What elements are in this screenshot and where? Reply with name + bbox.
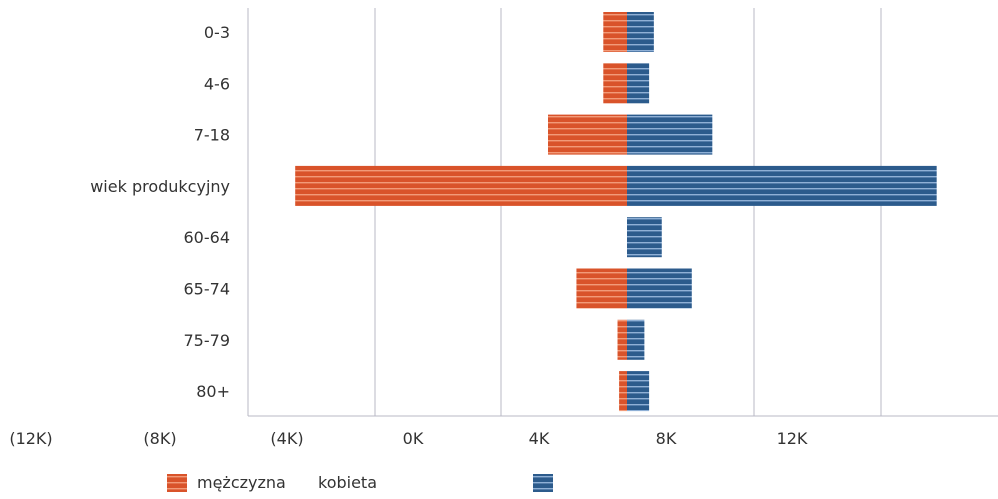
category-label-80: 80+ [196, 382, 230, 401]
bar-m-czyzna-wiek-produkcyjny [295, 165, 627, 206]
bar-kobieta-wiek-produkcyjny [627, 165, 937, 206]
bar-kobieta-75-79 [627, 319, 645, 360]
tick-label: 8K [656, 429, 677, 448]
tick-label: (12K) [9, 429, 52, 448]
x-axis-tick-labels: (12K) (8K) (4K) 0K 4K 8K 12K [9, 429, 808, 448]
tick-label: 12K [777, 429, 808, 448]
tick-label: (8K) [143, 429, 176, 448]
category-label-60-64: 60-64 [184, 228, 231, 247]
category-label-0-3: 0-3 [204, 23, 230, 42]
legend-swatch-mezczyzna [167, 474, 187, 492]
bar-m-czyzna-4-6 [603, 63, 627, 104]
bar-m-czyzna-75-79 [617, 319, 627, 360]
category-label-65-74: 65-74 [184, 280, 231, 299]
bars [295, 12, 937, 412]
bar-kobieta-0-3 [627, 12, 654, 52]
bar-m-czyzna-7-18 [548, 114, 627, 155]
gridlines [247, 8, 998, 417]
legend-label-mezczyzna: mężczyzna [197, 473, 286, 492]
bar-kobieta-7-18 [627, 114, 713, 155]
bar-kobieta-60-64 [627, 217, 662, 258]
category-labels: 0-3 4-6 7-18 wiek produkcyjny 60-64 65-74 75-7… [90, 23, 230, 401]
bar-m-czyzna-80 [619, 371, 627, 412]
legend-label-kobieta: kobieta [318, 473, 377, 492]
tick-label: 0K [403, 429, 424, 448]
tick-label: 4K [529, 429, 550, 448]
category-label-7-18: 7-18 [194, 126, 230, 145]
legend: mężczyzna kobieta [167, 473, 553, 492]
bar-kobieta-4-6 [627, 63, 650, 104]
bar-m-czyzna-0-3 [603, 12, 627, 52]
bar-kobieta-80 [627, 371, 650, 412]
bar-kobieta-65-74 [627, 268, 692, 309]
category-label-75-79: 75-79 [184, 331, 231, 350]
category-label-4-6: 4-6 [204, 74, 230, 93]
tick-label: (4K) [270, 429, 303, 448]
category-label-wiek-produkcyjny: wiek produkcyjny [90, 177, 230, 196]
bar-m-czyzna-65-74 [576, 268, 627, 309]
legend-swatch-kobieta [533, 474, 553, 492]
